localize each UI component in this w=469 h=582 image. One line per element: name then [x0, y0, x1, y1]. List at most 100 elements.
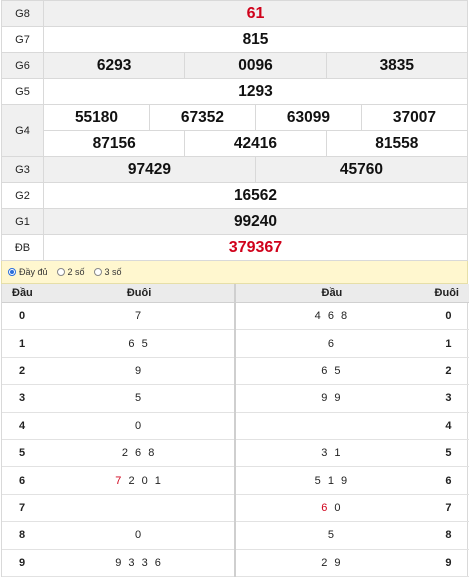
prize-number: 99240	[43, 208, 468, 235]
loto-table: Đầu Đuôi Đầu Đuôi 0 7 4 6 8 0 1 6 5 6 1	[2, 284, 469, 577]
dau2-cell: 3 1	[234, 439, 428, 468]
prize-number: 815	[43, 26, 468, 53]
duoi-cell: 0	[44, 521, 236, 550]
prize-number: 6293	[42, 52, 186, 79]
dau2-cell: 2 9	[234, 549, 428, 577]
prize-row-g3: G3 97429 45760	[1, 156, 469, 183]
dau2-cell	[234, 412, 428, 440]
special-prize-number: 379367	[43, 234, 468, 261]
prize-label: G5	[1, 78, 44, 105]
prize-label: G2	[1, 182, 44, 209]
prize-row-g5: G5 1293	[1, 78, 468, 105]
prize-number: 67352	[148, 104, 256, 131]
dau-cell: 2	[2, 357, 45, 386]
dau-cell: 8	[2, 521, 45, 550]
dau-cell: 4	[2, 412, 45, 440]
prize-row-db: ĐB 379367	[1, 234, 468, 261]
prize-row-g4: G4 55180 67352 63099 37007	[1, 104, 469, 157]
prize-label: G4	[1, 104, 44, 157]
radio-selected-icon[interactable]	[8, 268, 16, 276]
prize-row-g6: G6 6293 0096 3835	[1, 52, 469, 79]
prize-number: 63099	[254, 104, 362, 131]
highlight-digit: 7	[115, 474, 124, 487]
loto-header-row: Đầu Đuôi Đầu Đuôi	[2, 284, 469, 303]
option-label: 3 số	[104, 267, 122, 277]
prize-number: 81558	[325, 130, 469, 157]
prize-number: 42416	[184, 130, 327, 157]
prize-number: 1293	[43, 78, 468, 105]
highlight-digit: 6	[321, 501, 330, 514]
table-row: 6 7 2 0 1 5 1 9 6	[2, 466, 469, 495]
prize-row-g8: G8 61	[1, 0, 468, 27]
prize-number: 55180	[43, 104, 150, 131]
prize-row-g4b: 87156 42416 81558	[2, 130, 469, 157]
dau-cell: 7	[2, 494, 45, 523]
table-row: 4 0 4	[2, 412, 469, 440]
option-full[interactable]: Đầy đủ	[8, 267, 48, 277]
prize-number: 0096	[184, 52, 327, 79]
dau2-cell: 5 1 9	[234, 466, 428, 495]
duoi2-cell: 5	[427, 439, 469, 468]
table-row: 8 0 5 8	[2, 521, 469, 550]
duoi-cell	[44, 494, 236, 523]
prize-label: G7	[1, 26, 44, 53]
duoi-cell: 5	[44, 384, 236, 413]
prize-label: G6	[1, 52, 44, 79]
duoi-cell: 2 6 8	[44, 439, 236, 468]
prize-label: G1	[1, 208, 44, 235]
option-3-digits[interactable]: 3 số	[93, 267, 122, 277]
duoi2-cell: 7	[427, 494, 469, 523]
duoi2-cell: 0	[427, 302, 469, 331]
duoi-digits: 2 0 1	[128, 474, 163, 487]
duoi-cell: 6 5	[44, 329, 236, 358]
loto-table-frame: Đầu Đuôi Đầu Đuôi 0 7 4 6 8 0 1 6 5 6 1	[1, 284, 469, 577]
table-row: 1 6 5 6 1	[2, 329, 469, 358]
prize-number: 45760	[254, 156, 469, 183]
prize-number: 97429	[43, 156, 256, 183]
dau2-cell: 4 6 8	[234, 302, 428, 331]
dau-cell: 3	[2, 384, 45, 413]
duoi-cell: 0	[44, 412, 236, 440]
table-row: 3 5 9 9 3	[2, 384, 469, 413]
prize-label: G3	[1, 156, 44, 183]
header-dau: Đầu	[2, 284, 45, 303]
duoi-cell: 7	[44, 302, 236, 331]
dau-cell: 9	[2, 549, 45, 577]
duoi-cell: 9	[44, 357, 236, 386]
duoi2-cell: 1	[427, 329, 469, 358]
table-row: 5 2 6 8 3 1 5	[2, 439, 469, 468]
prize-number: 3835	[325, 52, 469, 79]
option-2-digits[interactable]: 2 số	[56, 267, 85, 277]
header-duoi: Đuôi	[44, 284, 236, 303]
table-row: 2 9 6 5 2	[2, 357, 469, 386]
table-row: 0 7 4 6 8 0	[2, 302, 469, 331]
radio-icon[interactable]	[93, 268, 102, 276]
option-label: 2 số	[67, 267, 85, 277]
dau2-digits: 0	[334, 501, 343, 514]
prize-row-g7: G7 815	[1, 26, 468, 53]
option-label: Đầy đủ	[19, 267, 48, 277]
display-options: Đầy đủ 2 số 3 số	[1, 261, 468, 284]
duoi2-cell: 2	[427, 357, 469, 386]
dau2-cell: 6 0	[234, 494, 428, 523]
prize-table: G8 61 G7 815 G6 6293 0096 3835 G5 1293 G…	[1, 0, 469, 261]
dau2-cell: 6 5	[234, 357, 428, 386]
dau2-cell: 6	[234, 329, 428, 358]
duoi2-cell: 4	[427, 412, 469, 440]
duoi-cell: 9 3 3 6	[44, 549, 236, 577]
header-dau-2: Đầu	[234, 284, 428, 303]
dau-cell: 1	[2, 329, 45, 358]
dau2-cell: 9 9	[234, 384, 428, 413]
duoi2-cell: 6	[427, 466, 469, 495]
table-row: 9 9 3 3 6 2 9 9	[2, 549, 469, 577]
table-row: 7 6 0 7	[2, 494, 469, 523]
prize-number: 61	[43, 0, 468, 27]
dau-cell: 5	[2, 439, 45, 468]
prize-number: 37007	[360, 104, 469, 131]
duoi2-cell: 9	[427, 549, 469, 577]
dau-cell: 6	[2, 466, 45, 495]
duoi2-cell: 3	[427, 384, 469, 413]
duoi2-cell: 8	[427, 521, 469, 550]
radio-icon[interactable]	[56, 268, 65, 276]
